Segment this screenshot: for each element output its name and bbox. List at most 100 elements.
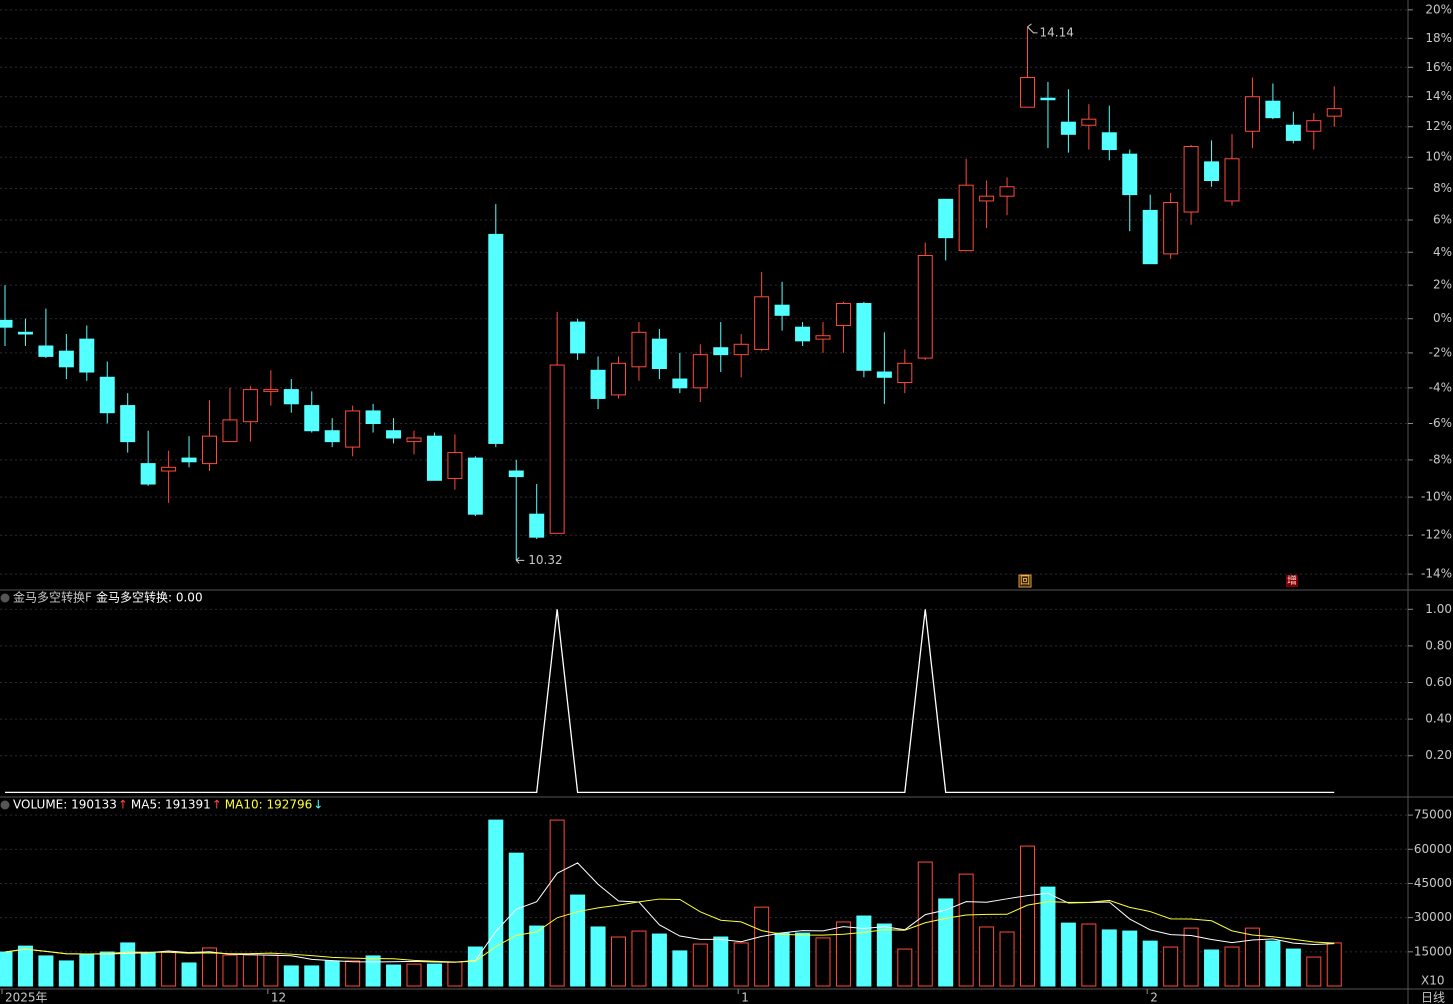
volume-bar [856,915,872,987]
y-tick-label: 18% [1425,31,1452,45]
y-tick-label: 8% [1433,181,1452,195]
volume-bar [426,963,442,987]
volume-bar [1183,927,1199,987]
x-tick-label: 1 [741,991,749,1004]
candle-body [1204,161,1220,181]
candle-body [467,457,483,515]
y-tick-label: 60000 [1414,842,1452,856]
candle-body [876,371,892,378]
legend-arrow: ↑ [212,798,222,812]
legend-text: VOLUME: 190133 [13,798,117,812]
y-tick-label: 6% [1433,212,1452,226]
signal-marker: 回 [1020,575,1030,587]
volume-bar [17,945,33,987]
volume-bar [1142,940,1158,987]
indicator-line [5,609,1335,793]
x-tick-label: 2025年 [5,991,48,1004]
y-tick-label: 15000 [1414,944,1452,958]
volume-bar [529,925,545,987]
candle-body [1060,121,1076,135]
candle-body [1142,209,1158,265]
candle-body [1244,96,1260,132]
candle-body [856,303,872,371]
volume-bar [79,954,95,987]
candle-body [590,369,606,399]
y-tick-label: 75000 [1414,808,1452,822]
volume-bar [467,946,483,987]
candle-body [120,405,136,443]
candle-body [79,338,95,373]
volume-bar [815,937,831,987]
ma-line [4,898,1335,963]
candle-body [1101,132,1117,151]
volume-bar [1101,929,1117,987]
candle-body [774,304,790,316]
volume-bar [876,923,892,987]
volume-bar [283,965,299,987]
volume-bar [161,951,177,987]
volume-bar [795,932,811,987]
volume-bar [99,951,115,987]
candle-body [733,343,749,356]
candle-body [426,435,442,481]
volume-bar [754,906,770,987]
volume-bar [181,962,197,987]
volume-bar [140,952,156,987]
volume-bar [1285,948,1301,987]
volume-bar [508,852,524,987]
y-tick-label: 16% [1425,60,1452,74]
volume-bar [549,819,565,987]
candle-body [611,362,626,396]
candle-body [38,345,54,357]
volume-bar [38,955,54,987]
period-label[interactable]: 日线 [1421,991,1445,1004]
volume-bar [1224,946,1240,987]
signal-box [1286,575,1298,587]
y-tick-label: 0.40 [1425,712,1452,726]
volume-bar [958,873,974,987]
candle-body [324,430,340,443]
candle-body [140,463,156,485]
y-tick-label: 0.60 [1425,675,1452,689]
volume-bar [406,963,422,987]
y-tick-label: 0.80 [1425,638,1452,652]
volume-bar [672,950,688,987]
candle-body [99,376,115,414]
candle-body [692,354,708,389]
y-tick-label: -10% [1421,490,1452,504]
candle-body [570,321,586,354]
y-tick-label: -14% [1421,567,1452,581]
volume-bar [692,943,708,987]
y-tick-label: -6% [1429,416,1452,430]
y-tick-label: -8% [1429,452,1452,466]
indicator-value: 金马多空转换: 0.00 [96,590,203,605]
volume-bar [345,960,361,987]
candle-body [0,319,13,328]
candle-body [672,378,688,389]
volume-bar [938,898,954,987]
candle-body [795,326,811,342]
collapse-icon[interactable] [0,800,10,810]
y-tick-label: -2% [1429,345,1452,359]
volume-bar [1244,927,1260,987]
annotation-arrow [515,557,525,564]
volume-bar [488,819,504,987]
volume-bar [1081,923,1097,987]
candle-body [58,350,74,368]
candle-body [835,303,851,326]
legend-arrow: ↓ [313,798,323,812]
candle-body [549,364,565,534]
volume-bar [651,933,667,987]
volume-bar [120,942,136,987]
volume-bar [0,951,13,987]
candle-body [938,198,954,239]
volume-bar [979,926,995,987]
volume-bar [999,931,1015,987]
volume-bar [222,954,238,987]
annotation-arrow [1027,23,1038,34]
volume-bar [1060,922,1076,987]
volume-bar [917,861,933,987]
collapse-icon[interactable] [0,593,10,603]
